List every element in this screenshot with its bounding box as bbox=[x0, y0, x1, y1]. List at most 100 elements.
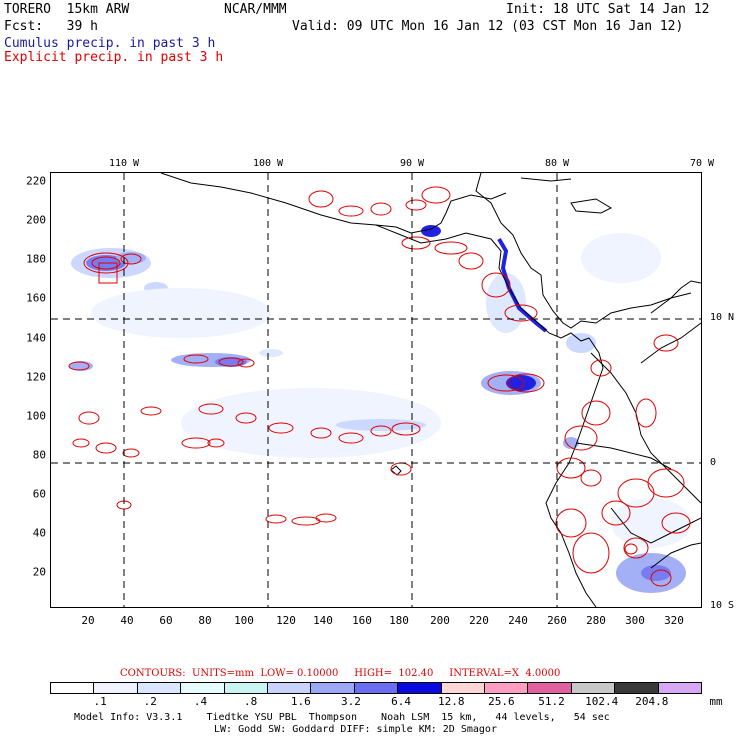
contour-ring bbox=[458, 252, 484, 270]
contour-ring bbox=[647, 468, 685, 498]
y-tick: 140 bbox=[26, 331, 46, 345]
caribbean-coast bbox=[475, 173, 692, 329]
contour-ring bbox=[555, 508, 587, 538]
contour-ring bbox=[624, 543, 638, 555]
bolivia-border bbox=[650, 542, 701, 569]
contour-ring bbox=[581, 400, 611, 426]
legend-swatch bbox=[485, 683, 529, 693]
contour-ring bbox=[120, 253, 142, 265]
cumulus-precip-shading bbox=[69, 225, 691, 593]
galapagos bbox=[390, 465, 402, 476]
mexico-coast bbox=[160, 173, 507, 234]
coastlines bbox=[160, 173, 701, 607]
caribbean-island bbox=[570, 198, 613, 214]
contour-ring bbox=[198, 403, 224, 415]
precip-blue-area bbox=[336, 419, 426, 431]
contour-ring bbox=[370, 425, 392, 437]
x-tick: 200 bbox=[430, 614, 450, 627]
lon-label-110w: 110 W bbox=[108, 158, 140, 169]
y-tick: 160 bbox=[26, 291, 46, 305]
contour-ring bbox=[572, 532, 610, 574]
x-tick: 260 bbox=[547, 614, 567, 627]
contour-ring bbox=[122, 448, 140, 458]
contour-ring bbox=[338, 432, 364, 444]
contour-ring bbox=[183, 354, 209, 364]
contour-ring bbox=[401, 236, 431, 250]
contour-ring bbox=[601, 500, 631, 526]
x-tick: 280 bbox=[586, 614, 606, 627]
contour-ring bbox=[590, 359, 612, 377]
legend-label: 204.8 bbox=[635, 695, 669, 708]
contour-ring bbox=[504, 304, 538, 322]
legend-swatch bbox=[94, 683, 138, 693]
legend-label: .2 bbox=[143, 695, 157, 708]
legend-label: 25.6 bbox=[488, 695, 515, 708]
precip-blue-area bbox=[421, 225, 441, 237]
contour-ring bbox=[635, 398, 657, 428]
x-tick: 60 bbox=[159, 614, 173, 627]
x-tick: 80 bbox=[198, 614, 212, 627]
contour-ring bbox=[181, 437, 211, 449]
precip-blue-area bbox=[181, 388, 441, 458]
y-tick: 40 bbox=[32, 526, 46, 540]
caribbean-island bbox=[520, 177, 572, 182]
precip-blue-area bbox=[566, 333, 596, 353]
y-tick: 200 bbox=[26, 213, 46, 227]
legend-label: 102.4 bbox=[585, 695, 619, 708]
contour-ring bbox=[653, 334, 679, 352]
explicit-field-label: Explicit precip. in past 3 h bbox=[4, 50, 224, 65]
contour-ring bbox=[315, 513, 337, 523]
x-tick: 180 bbox=[389, 614, 409, 627]
precip-blue-area bbox=[563, 437, 579, 449]
x-tick: 40 bbox=[120, 614, 134, 627]
contour-ring bbox=[140, 406, 162, 416]
contours-info: CONTOURS: UNITS=mm LOW= 0.10000 HIGH= 10… bbox=[120, 668, 561, 679]
contour-ring bbox=[580, 469, 602, 487]
x-tick: 220 bbox=[469, 614, 489, 627]
south-america-north-coast bbox=[650, 280, 701, 314]
legend-swatch bbox=[398, 683, 442, 693]
y-tick: 220 bbox=[26, 174, 46, 188]
legend-label: 12.8 bbox=[437, 695, 465, 708]
x-tick: 300 bbox=[625, 614, 645, 627]
south-america-divide bbox=[590, 352, 701, 504]
contour-ring bbox=[391, 422, 421, 436]
contour-ring bbox=[650, 569, 672, 587]
south-america-west-coast bbox=[545, 337, 604, 607]
contour-ring bbox=[623, 537, 649, 559]
x-tick: 160 bbox=[352, 614, 372, 627]
lat-label-0: 0 bbox=[710, 457, 717, 468]
contour-ring bbox=[237, 358, 255, 368]
legend-label: .8 bbox=[243, 695, 258, 708]
contour-ring bbox=[268, 422, 294, 434]
central-america-coast bbox=[375, 224, 590, 342]
lon-label-80w: 80 W bbox=[544, 158, 570, 169]
precip-blue-area bbox=[581, 233, 661, 283]
model-info-line-1: Model Info: V3.3.1 Tiedtke YSU PBL Thomp… bbox=[74, 712, 610, 723]
ecuador-peru-border bbox=[575, 442, 672, 470]
x-tick: 120 bbox=[276, 614, 296, 627]
legend-swatch bbox=[615, 683, 659, 693]
x-tick: 140 bbox=[313, 614, 333, 627]
legend-label: .4 bbox=[193, 695, 208, 708]
model-info-line-2: LW: Godd SW: Goddard DIFF: simple KM: 2D… bbox=[214, 724, 497, 735]
x-tick: 320 bbox=[664, 614, 684, 627]
forecast-hour: Fcst: 39 h bbox=[4, 19, 98, 34]
explicit-precip-contours bbox=[68, 186, 691, 587]
legend-swatch bbox=[268, 683, 312, 693]
contour-ring bbox=[83, 252, 129, 274]
legend-swatch bbox=[571, 683, 616, 693]
color-legend bbox=[50, 682, 702, 694]
legend-swatch bbox=[354, 683, 399, 693]
precip-blue-area bbox=[486, 273, 526, 333]
contour-ring bbox=[207, 438, 225, 448]
legend-swatch bbox=[441, 683, 486, 693]
contour-ring bbox=[661, 512, 691, 534]
precip-blue-core bbox=[641, 565, 671, 581]
contour-ring bbox=[235, 412, 257, 424]
contour-ring bbox=[98, 262, 118, 284]
contour-ring bbox=[421, 186, 451, 204]
precip-blue-area bbox=[611, 498, 691, 548]
legend-label: 6.4 bbox=[391, 695, 411, 708]
x-tick: 100 bbox=[234, 614, 254, 627]
